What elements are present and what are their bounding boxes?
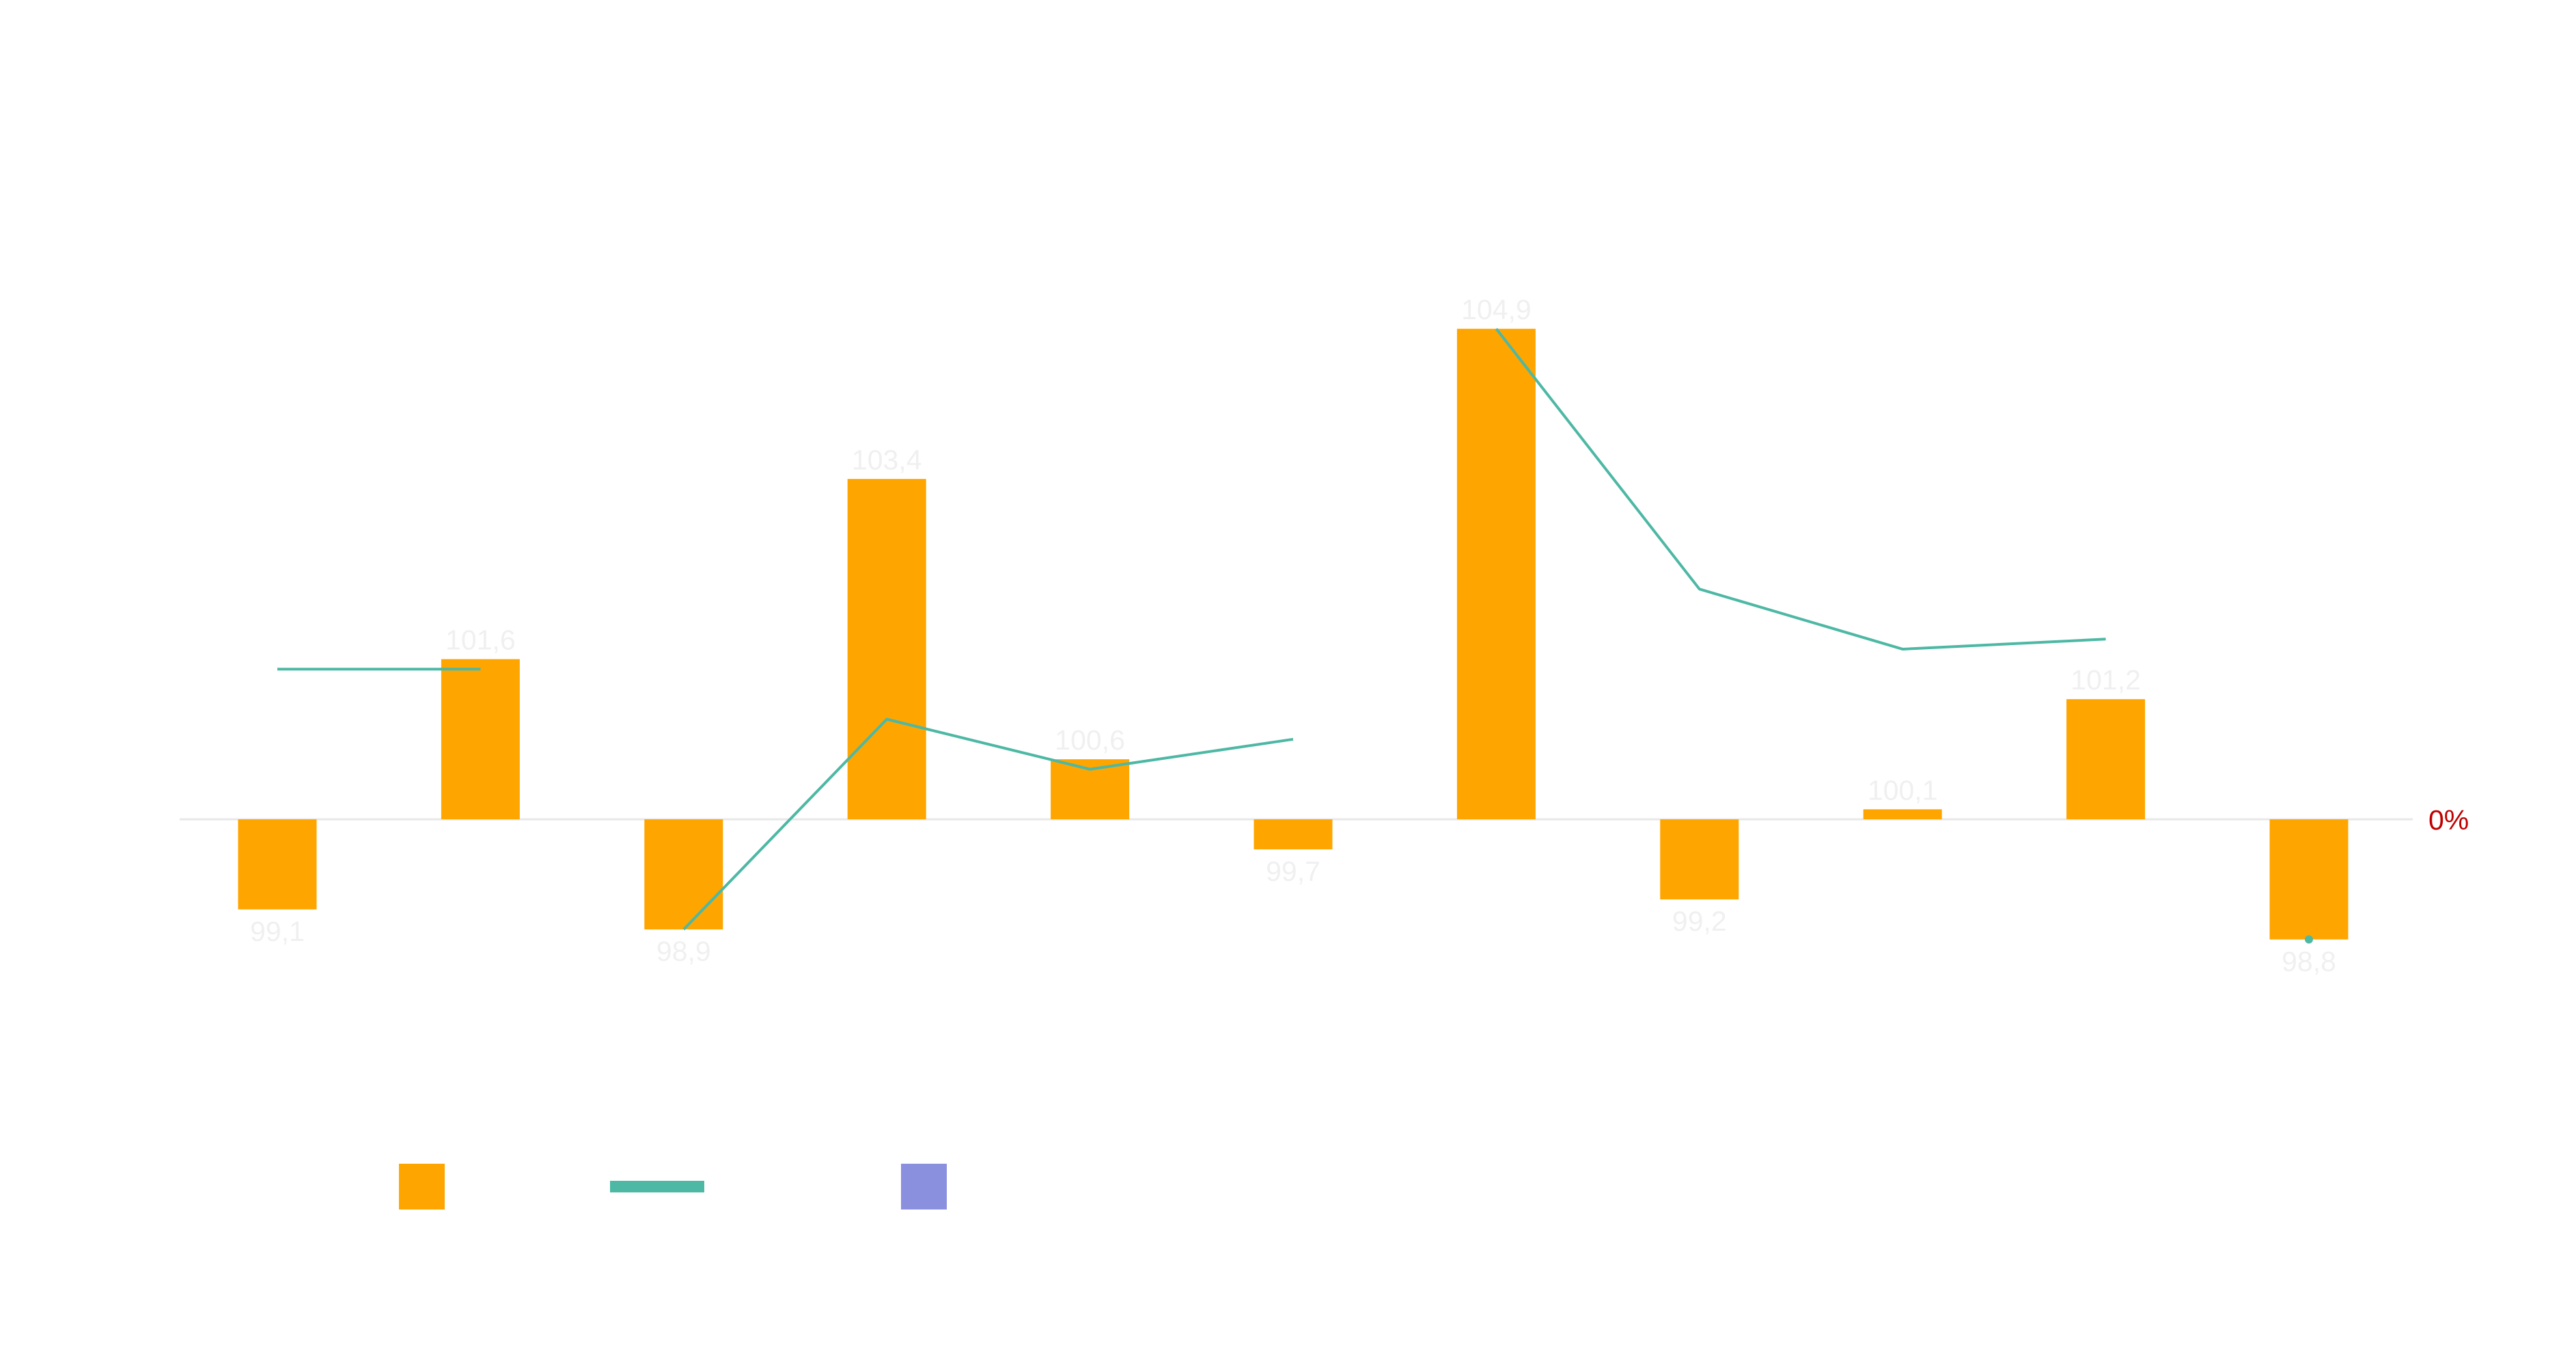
bar-data-label: 100,6 <box>1055 724 1125 756</box>
bar-data-label: 103,4 <box>852 444 922 476</box>
legend-series-swatch <box>901 1164 947 1210</box>
bar-data-label: 100,1 <box>1868 774 1938 806</box>
line-series <box>277 327 2313 944</box>
bar <box>644 819 723 930</box>
bar <box>1456 329 1536 819</box>
bar-data-label: 99,2 <box>1672 905 1727 937</box>
bar <box>1863 809 1942 819</box>
bar <box>1254 819 1333 849</box>
right-axis: 0% <box>2428 804 2469 836</box>
bar-data-label: 99,7 <box>1266 856 1320 887</box>
legend <box>399 1164 947 1210</box>
bar <box>238 819 317 910</box>
series-line-segment <box>1495 327 2106 651</box>
data-labels: 99,1 101,6 98,9 103,4 100,6 99,7 104,9 99,2 100,… <box>250 294 2336 977</box>
bar-data-label: 98,9 <box>656 935 711 967</box>
bar <box>441 659 520 819</box>
bar-data-label: 99,1 <box>250 916 305 947</box>
bar <box>2269 819 2349 940</box>
bar <box>1660 819 1739 900</box>
series-line-point <box>2305 935 2313 944</box>
bar-data-label: 101,2 <box>2071 664 2141 696</box>
bar <box>847 478 926 819</box>
legend-line-swatch <box>610 1181 704 1192</box>
bar <box>2066 699 2146 819</box>
bar-data-label: 104,9 <box>1461 294 1532 325</box>
right-axis-tick-label: 0% <box>2428 804 2469 836</box>
legend-bar-swatch <box>399 1164 445 1210</box>
bar-data-label: 101,6 <box>445 625 516 656</box>
series-line-segment <box>682 718 1294 931</box>
bar-series <box>238 329 2349 940</box>
bar-data-label: 98,8 <box>2282 946 2336 977</box>
